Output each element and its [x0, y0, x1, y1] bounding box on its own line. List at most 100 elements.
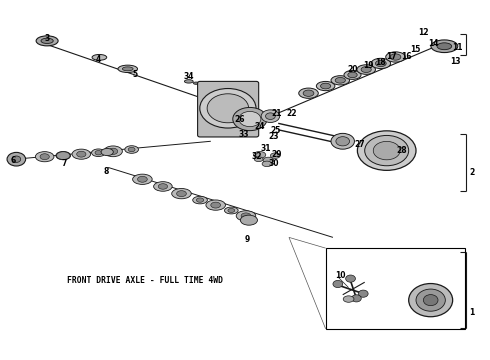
Text: 21: 21 [271, 109, 282, 118]
Text: 22: 22 [286, 109, 296, 118]
Ellipse shape [35, 152, 54, 162]
Text: 30: 30 [268, 159, 279, 168]
Circle shape [358, 290, 368, 297]
Ellipse shape [211, 202, 220, 208]
Ellipse shape [128, 147, 135, 152]
Text: 14: 14 [428, 39, 439, 48]
Text: 8: 8 [103, 167, 108, 176]
Text: 31: 31 [261, 144, 271, 153]
Text: 27: 27 [354, 140, 365, 149]
Ellipse shape [41, 38, 53, 44]
Ellipse shape [92, 149, 105, 157]
Text: 9: 9 [245, 235, 250, 244]
Ellipse shape [104, 146, 122, 157]
Ellipse shape [253, 152, 266, 158]
Circle shape [333, 280, 343, 288]
Text: 10: 10 [335, 270, 345, 279]
Text: 33: 33 [239, 130, 249, 139]
Ellipse shape [437, 43, 452, 50]
Ellipse shape [236, 211, 256, 221]
Ellipse shape [416, 289, 445, 311]
Ellipse shape [365, 135, 409, 166]
Ellipse shape [375, 60, 386, 67]
Ellipse shape [133, 174, 152, 184]
Text: 19: 19 [364, 61, 374, 70]
Ellipse shape [266, 113, 275, 120]
Ellipse shape [125, 146, 139, 153]
Ellipse shape [263, 157, 274, 163]
Ellipse shape [357, 131, 416, 170]
Ellipse shape [92, 54, 107, 60]
Text: FRONT DRIVE AXLE - FULL TIME 4WD: FRONT DRIVE AXLE - FULL TIME 4WD [67, 276, 223, 285]
Ellipse shape [72, 149, 91, 159]
Text: 24: 24 [254, 122, 265, 131]
Text: 3: 3 [45, 34, 50, 43]
Text: 20: 20 [347, 65, 358, 74]
Ellipse shape [431, 40, 458, 53]
Text: 28: 28 [396, 146, 407, 155]
Ellipse shape [357, 65, 375, 75]
Ellipse shape [386, 52, 405, 62]
Ellipse shape [317, 81, 335, 91]
Ellipse shape [118, 65, 138, 72]
Ellipse shape [233, 107, 267, 131]
Ellipse shape [108, 148, 118, 154]
Ellipse shape [270, 153, 280, 158]
Text: 2: 2 [469, 168, 475, 177]
Ellipse shape [224, 207, 238, 214]
Ellipse shape [241, 215, 257, 225]
Ellipse shape [335, 77, 345, 83]
Circle shape [345, 275, 355, 282]
Ellipse shape [36, 36, 58, 46]
Ellipse shape [320, 83, 331, 89]
Text: 23: 23 [268, 132, 279, 141]
Text: 16: 16 [401, 52, 412, 61]
Bar [326, 248, 465, 329]
Ellipse shape [12, 156, 21, 162]
Ellipse shape [172, 189, 191, 199]
Text: 12: 12 [418, 28, 429, 37]
Ellipse shape [193, 82, 199, 84]
Ellipse shape [7, 152, 25, 166]
Text: 4: 4 [96, 55, 101, 64]
Ellipse shape [331, 76, 349, 85]
Ellipse shape [390, 54, 401, 60]
Ellipse shape [303, 90, 314, 96]
Ellipse shape [60, 153, 67, 158]
Ellipse shape [373, 141, 400, 160]
Ellipse shape [336, 137, 349, 146]
Ellipse shape [206, 200, 225, 210]
Text: 13: 13 [450, 57, 460, 66]
Ellipse shape [254, 157, 263, 162]
Text: 1: 1 [469, 308, 475, 317]
Text: 29: 29 [271, 150, 282, 159]
Text: 5: 5 [132, 70, 138, 79]
Text: 26: 26 [234, 114, 245, 123]
Ellipse shape [348, 72, 357, 78]
Ellipse shape [56, 152, 71, 160]
Text: 17: 17 [386, 52, 397, 61]
Ellipse shape [207, 94, 248, 123]
Ellipse shape [261, 110, 280, 122]
Ellipse shape [176, 191, 186, 197]
Ellipse shape [184, 80, 193, 83]
Ellipse shape [361, 67, 371, 72]
Ellipse shape [122, 67, 133, 71]
Text: 7: 7 [62, 159, 67, 168]
Text: 34: 34 [184, 72, 194, 81]
Ellipse shape [262, 161, 272, 167]
Ellipse shape [40, 154, 49, 159]
Ellipse shape [138, 176, 147, 182]
Ellipse shape [56, 152, 70, 159]
Ellipse shape [154, 182, 172, 191]
Text: 15: 15 [410, 45, 420, 54]
FancyBboxPatch shape [197, 81, 259, 137]
Ellipse shape [299, 88, 318, 98]
Ellipse shape [200, 89, 256, 128]
Text: 6: 6 [10, 156, 16, 165]
Ellipse shape [95, 150, 102, 155]
Ellipse shape [76, 151, 86, 157]
Ellipse shape [344, 71, 361, 79]
Ellipse shape [193, 196, 207, 204]
Text: 18: 18 [375, 58, 386, 67]
